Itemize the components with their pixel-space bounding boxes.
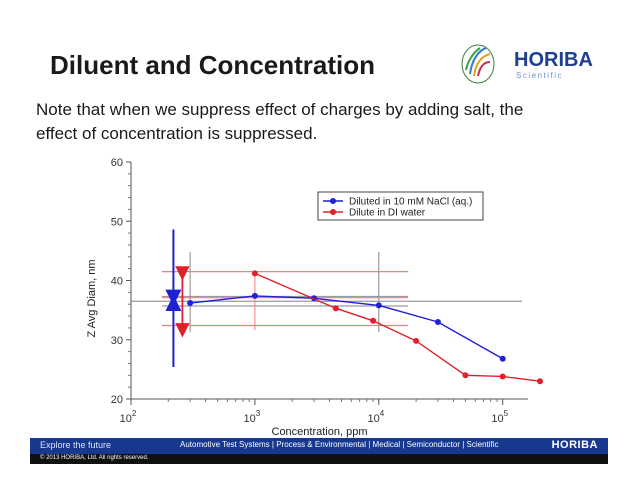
- series-1-point: [311, 295, 318, 302]
- slide-title: Diluent and Concentration: [50, 50, 375, 80]
- y-axis-label: Z Avg Diam, nm: [86, 259, 98, 337]
- series-1-point: [499, 355, 506, 362]
- copyright-text: © 2013 HORIBA, Ltd. All rights reserved.: [40, 455, 149, 461]
- series-line-2: [254, 272, 541, 382]
- slide-note: Note that when we suppress effect of cha…: [36, 100, 524, 143]
- x-axis-label: Concentration, ppm: [272, 426, 368, 438]
- series-2-point: [332, 305, 339, 312]
- logo-sub: Scientific: [516, 71, 563, 80]
- y-tick-label: 30: [111, 335, 123, 347]
- series-2-point: [537, 378, 544, 385]
- x-tick-label: 103: [244, 409, 261, 425]
- series-1-point: [251, 292, 258, 299]
- footer-divisions: Automotive Test Systems | Process & Envi…: [180, 440, 499, 449]
- series-2-point: [499, 373, 506, 380]
- x-tick-label: 105: [491, 409, 508, 425]
- series-2-point: [370, 317, 377, 324]
- y-tick-label: 60: [111, 157, 123, 169]
- series-2-point: [251, 270, 258, 277]
- y-tick-label: 40: [111, 276, 123, 288]
- logo-brand: HORIBA: [514, 49, 593, 71]
- series-2-point: [413, 337, 420, 344]
- footer-tagline: Explore the future: [40, 440, 112, 450]
- legend-label-2: Dilute in DI water: [349, 208, 426, 219]
- copyright-bar: © 2013 HORIBA, Ltd. All rights reserved.: [30, 454, 608, 464]
- x-tick-label: 102: [120, 409, 137, 425]
- legend-label-1: Diluted in 10 mM NaCl (aq.): [349, 197, 472, 208]
- x-tick-label: 104: [367, 409, 384, 425]
- legend-box: [317, 191, 484, 221]
- footer-bar: Explore the future Automotive Test Syste…: [30, 438, 608, 454]
- logo-emblem-icon: HORIBA Scientific: [461, 44, 593, 84]
- legend-marker-1: [330, 198, 336, 204]
- legend-marker-2: [330, 209, 336, 215]
- y-tick-label: 20: [111, 394, 123, 406]
- series-line-1: [190, 295, 504, 360]
- series-1-point: [187, 300, 194, 307]
- horiba-logo: HORIBA Scientific: [452, 40, 612, 88]
- y-tick-label: 50: [111, 216, 123, 228]
- series-1-point: [375, 302, 382, 309]
- series-2-point: [462, 372, 469, 379]
- series-1-point: [434, 318, 441, 325]
- footer-brand: HORIBA: [551, 439, 598, 451]
